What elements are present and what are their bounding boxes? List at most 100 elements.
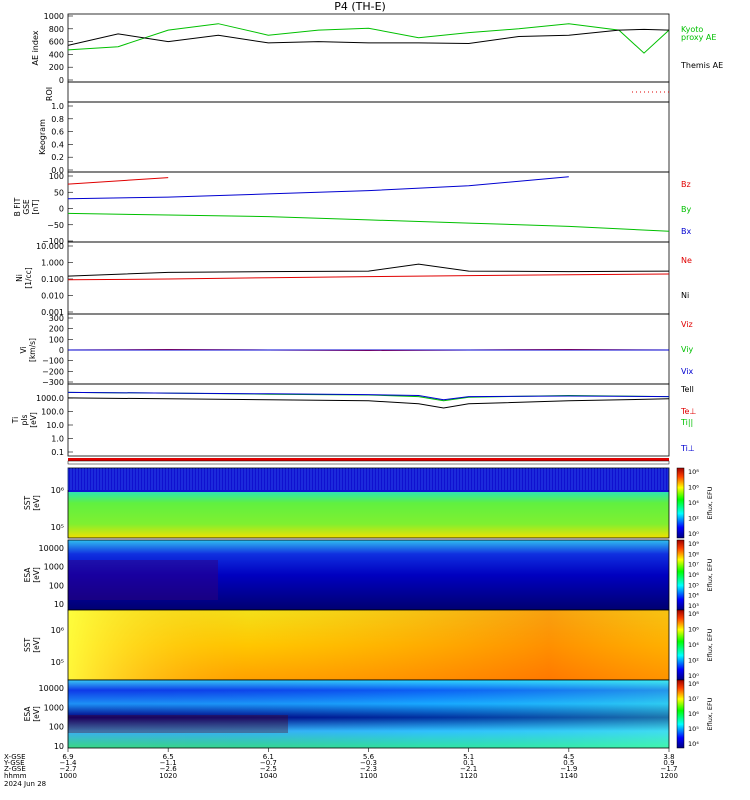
esa-i-ylabel: [eV] — [32, 706, 41, 722]
series-bz-line — [67, 177, 169, 185]
velocity-legend-item: Viz — [681, 320, 693, 329]
x-axis-tick-label: 0.9 — [663, 759, 674, 767]
bfield-ylabel: B FIT — [13, 197, 22, 216]
bfield-tick-label: 50 — [54, 188, 64, 197]
sst-i-ylabel: [eV] — [32, 637, 41, 653]
series-ti-line — [67, 391, 670, 402]
x-axis-tick-label: 1140 — [560, 772, 578, 780]
density-panel-frame — [67, 241, 670, 315]
series-bx-line — [67, 212, 670, 232]
sst-e-colorbar-tick: 10⁰ — [688, 530, 699, 538]
esa-e-colorbar-tick: 10³ — [688, 602, 699, 610]
temp-legend-item: Ti|| — [680, 418, 693, 427]
x-axis-tick-label: 5.6 — [363, 753, 375, 761]
series-themisae-line — [67, 28, 670, 46]
esa-e-colorbar-tick: 10⁹ — [688, 540, 699, 548]
series-ni-line — [67, 263, 670, 277]
esa-e-ylabel: ESA — [23, 567, 32, 583]
series-tell-line — [67, 397, 670, 409]
ae-tick-label: 800 — [49, 25, 64, 34]
bfield-tick-label: 100 — [49, 172, 64, 181]
ae-ylabel: AE index — [31, 30, 40, 65]
x-axis-tick-label: −1.9 — [560, 765, 577, 773]
sst-ion-spectrogram — [67, 609, 670, 681]
temp-tick-label: 0.1 — [51, 448, 64, 457]
sst-i-colorbar-tick: 10² — [688, 657, 699, 665]
temp-panel-frame — [67, 383, 670, 457]
esa-i-tick-label: 10000 — [39, 684, 64, 693]
density-ylabel: Ni — [15, 274, 24, 282]
esa-ion-spectrogram — [67, 679, 670, 749]
ae-tick-label: 1000 — [44, 12, 64, 21]
ae-tick-label: 0 — [59, 76, 64, 85]
sst-i-colorbar-tick: 10⁸ — [688, 610, 699, 618]
sst-i-tick-label: 10⁶ — [51, 626, 64, 635]
bfield-ylabel: [nT] — [31, 199, 40, 214]
bfield-tick-label: −100 — [42, 237, 64, 246]
esa-i-tick-label: 100 — [49, 723, 64, 732]
bfield-panel-frame — [67, 171, 670, 243]
ae-panel-frame — [67, 13, 670, 83]
x-axis-tick-label: 1100 — [360, 772, 378, 780]
x-axis-tick-label: 6.9 — [62, 753, 73, 761]
velocity-legend-item: Vix — [681, 367, 694, 376]
series-kyotoproxyae-line — [67, 23, 670, 54]
x-axis-tick-label: 4.5 — [563, 753, 574, 761]
ae-tick-label: 400 — [49, 50, 64, 59]
x-axis-tick-label: −2.5 — [260, 765, 277, 773]
x-axis-tick-label: 1020 — [159, 772, 177, 780]
velocity-panel-frame — [67, 313, 670, 385]
x-axis-tick-label: 3.8 — [663, 753, 674, 761]
esa-e-tick-label: 100 — [49, 581, 64, 590]
x-axis-tick-label: 1000 — [59, 772, 77, 780]
ae-legend-item: Kyoto — [681, 25, 703, 34]
x-axis-row-label: Y-GSE — [3, 759, 25, 767]
x-axis-tick-label: −0.7 — [260, 759, 277, 767]
x-axis-tick-label: 6.1 — [263, 753, 274, 761]
keogram-tick-label: 0.2 — [51, 153, 64, 162]
esa-e-colorbar-tick: 10⁴ — [688, 592, 699, 600]
x-axis-tick-label: 1040 — [259, 772, 277, 780]
temp-legend-item: Ti⊥ — [680, 444, 695, 453]
series-ti-line — [67, 391, 670, 401]
ylabels: AE index ROI Keogram — [31, 30, 54, 155]
velocity-tick-label: −300 — [42, 378, 64, 387]
esa-i-colorbar-tick: 10⁵ — [688, 725, 699, 733]
colorbars — [676, 467, 685, 749]
x-axis-tick-label: 6.5 — [163, 753, 174, 761]
velocity-tick-label: −200 — [42, 367, 64, 376]
sst-i-colorbar-label: Eflux, EFU — [706, 628, 714, 661]
esa-e-tick-label: 1000 — [44, 563, 64, 572]
esa-e-colorbar-tick: 10⁷ — [688, 561, 699, 569]
velocity-ylabel: [km/s] — [28, 338, 37, 362]
velocity-tick-label: −100 — [42, 357, 64, 366]
x-axis-tick-label: 1200 — [660, 772, 678, 780]
colorbar-sst-i — [676, 609, 685, 681]
x-axis-tick-label: 0.5 — [563, 759, 574, 767]
velocity-legend-item: Viy — [681, 345, 694, 354]
x-axis-tick-label: −2.1 — [460, 765, 477, 773]
x-axis-tick-label: −1.4 — [60, 759, 78, 767]
esa-i-colorbar-tick: 10⁷ — [688, 695, 699, 703]
sst-e-ylabel: SST — [23, 496, 32, 511]
temp-tick-label: 1000.0 — [36, 394, 64, 403]
sst-i-colorbar-tick: 10⁶ — [688, 626, 699, 634]
x-axis-tick-label: −1.7 — [661, 765, 678, 773]
esa-e-colorbar-tick: 10⁸ — [688, 550, 699, 558]
keogram-panel-frame — [67, 101, 670, 173]
esa-e-tick-label: 10 — [54, 600, 64, 609]
roi-panel-frame — [67, 81, 670, 103]
esa-i-ylabel: ESA — [23, 706, 32, 722]
x-axis-tick-label: 0.1 — [463, 759, 474, 767]
x-axis-row-label: 2024 Jun 28 — [4, 780, 46, 788]
esa-i-colorbar-tick: 10⁸ — [688, 680, 699, 688]
velocity-tick-label: 300 — [49, 314, 64, 323]
series-ne-line — [67, 273, 670, 281]
velocity-tick-label: 0 — [59, 346, 64, 355]
colorbar-sst-e — [676, 467, 685, 539]
bfield-legend-item: Bz — [681, 180, 691, 189]
colorbar-esa-i — [676, 679, 685, 749]
colorbar-esa-e — [676, 539, 685, 611]
temp-tick-label: 1.0 — [51, 435, 64, 444]
